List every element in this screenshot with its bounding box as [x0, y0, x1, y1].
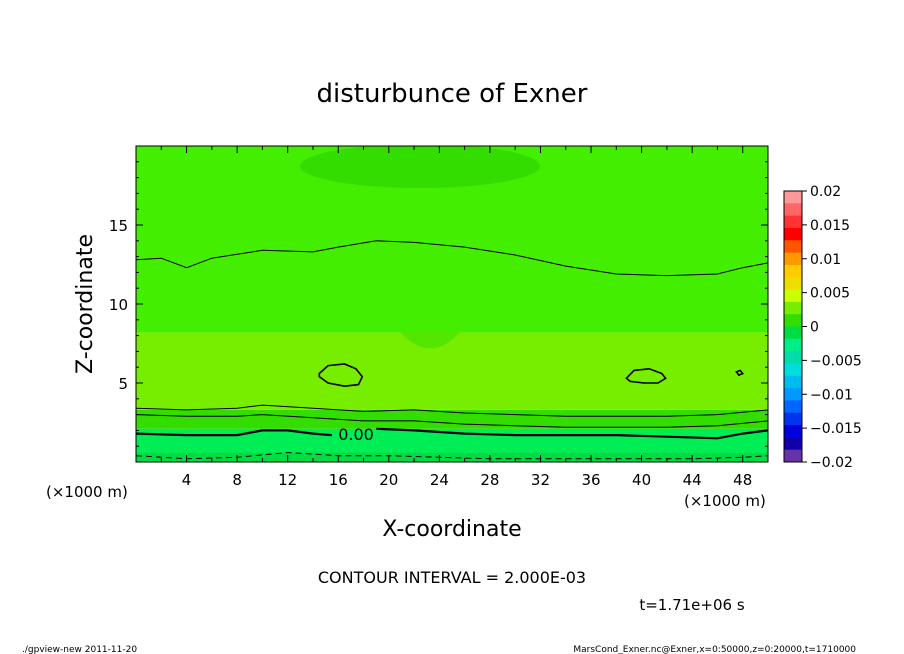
- mid-patch: [400, 332, 460, 349]
- contour-line-closed: [625, 367, 667, 384]
- z-unit-label: (×1000 m): [46, 483, 128, 501]
- colorbar-tick-label: 0.005: [810, 286, 850, 302]
- colorbar-swatch: [784, 437, 802, 451]
- field-band: [136, 332, 768, 410]
- colorbar-swatch: [784, 191, 802, 204]
- x-tick-label: 44: [683, 471, 702, 489]
- contour-label: 0.00: [338, 425, 374, 444]
- colorbar-tick-label: −0.015: [810, 421, 862, 437]
- z-tick-label: 10: [109, 296, 128, 314]
- colorbar-swatch: [784, 252, 802, 266]
- x-tick-label: 32: [531, 471, 550, 489]
- colorbar-swatch: [784, 264, 802, 278]
- colorbar-swatch: [784, 240, 802, 254]
- time-text: t=1.71e+06 s: [639, 596, 745, 614]
- colorbar-swatch: [784, 301, 802, 315]
- x-tick-label: 16: [329, 471, 348, 489]
- colorbar-swatch: [784, 351, 802, 364]
- x-tick-label: 28: [480, 471, 499, 489]
- contour-line-thick: [376, 427, 768, 440]
- x-tick-label: 48: [733, 471, 752, 489]
- x-axis-label: X-coordinate: [382, 517, 521, 542]
- contour-line-closed: [735, 369, 744, 377]
- z-axis-ticks: 5 10 15: [109, 161, 768, 447]
- field-patches: [300, 146, 540, 349]
- colorbar-swatch: [784, 449, 802, 463]
- contour-lines: [136, 240, 768, 460]
- x-tick-label: 24: [430, 471, 449, 489]
- field-band: [136, 452, 768, 462]
- colorbar-swatch: [784, 338, 802, 352]
- upper-patch: [300, 146, 540, 188]
- colorbar-tick-label: 0.01: [810, 252, 841, 268]
- colorbar-tick-label: 0: [810, 320, 819, 336]
- colorbar-swatch: [784, 326, 802, 340]
- field-band: [136, 409, 768, 429]
- contour-interval-text: CONTOUR INTERVAL = 2.000E-03: [318, 568, 586, 587]
- x-axis-ticks: 4 8 12 16 20 24 28 32 36 40 44 48: [160, 146, 752, 489]
- colorbar-swatch: [784, 400, 802, 414]
- x-unit-label: (×1000 m): [684, 492, 766, 510]
- z-tick-label: 15: [109, 217, 128, 235]
- contour-line-closed: [318, 363, 364, 388]
- field-bands: [136, 146, 768, 462]
- colorbar-tick-label: 0.02: [810, 184, 841, 200]
- y-axis-label: Z-coordinate: [73, 234, 98, 374]
- x-tick-label: 36: [581, 471, 600, 489]
- colorbar-swatch: [784, 203, 802, 217]
- colorbar: 0.02 0.015 0.01 0.005 0 −0.005 −0.01 −0.015 −0.0…: [783, 184, 862, 471]
- colorbar-swatch: [784, 277, 802, 291]
- footer-right: MarsCond_Exner.nc@Exner,x=0:50000,z=0:20…: [573, 645, 856, 654]
- colorbar-tick-label: −0.005: [810, 353, 862, 369]
- colorbar-swatch: [784, 425, 802, 438]
- x-tick-label: 40: [632, 471, 651, 489]
- footer-left: ./gpview-new 2011-11-20: [22, 645, 137, 654]
- colorbar-swatch: [784, 388, 802, 401]
- colorbar-swatch: [784, 314, 802, 327]
- chart-title: disturbunce of Exner: [317, 79, 588, 109]
- x-tick-label: 8: [232, 471, 242, 489]
- colorbar-swatch: [784, 215, 802, 229]
- colorbar-swatch: [784, 363, 802, 377]
- x-tick-label: 4: [182, 471, 192, 489]
- contour-line-thin: [136, 404, 768, 417]
- contour-line-thin: [136, 414, 768, 428]
- colorbar-tick-label: −0.01: [810, 387, 853, 403]
- colorbar-tick-label: −0.02: [810, 455, 853, 471]
- colorbar-swatch: [784, 227, 802, 241]
- colorbar-swatch: [784, 375, 802, 389]
- colorbar-swatch: [784, 289, 802, 303]
- colorbar-swatch: [784, 412, 802, 426]
- z-tick-label: 5: [118, 375, 128, 393]
- contour-line-thin: [136, 240, 768, 277]
- x-tick-label: 20: [379, 471, 398, 489]
- contour-line-thick: [136, 429, 332, 437]
- colorbar-tick-label: 0.015: [810, 218, 850, 234]
- x-tick-label: 12: [278, 471, 297, 489]
